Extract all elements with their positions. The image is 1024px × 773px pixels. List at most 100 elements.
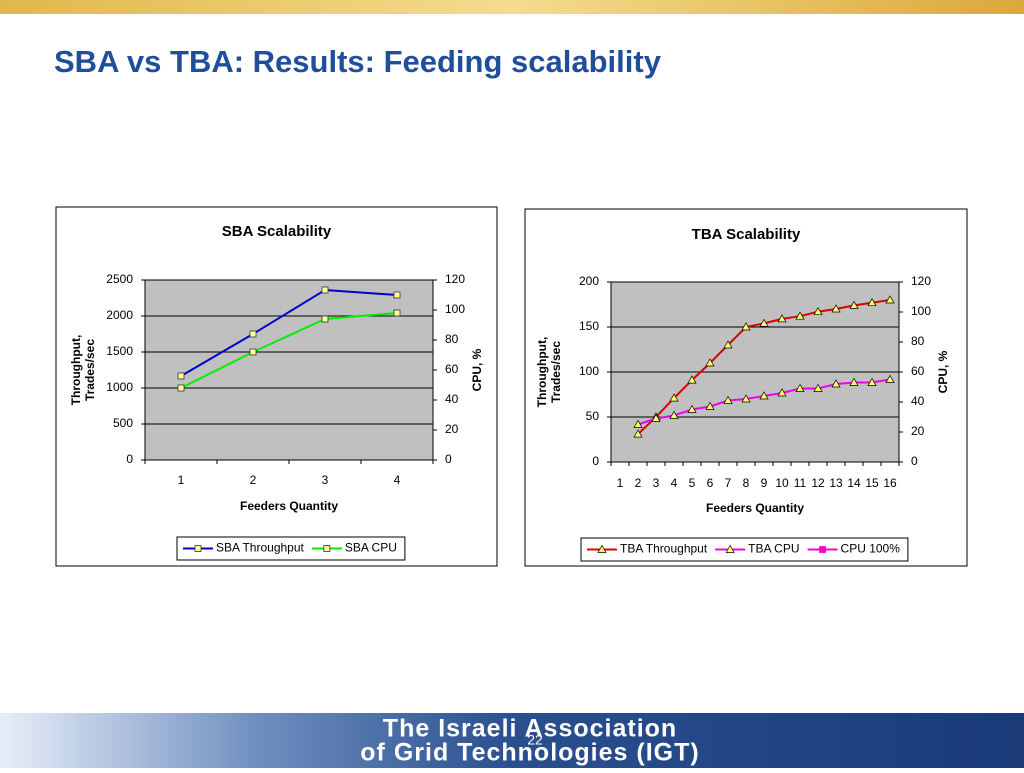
- marker: [321, 286, 329, 294]
- marker: [777, 388, 787, 397]
- marker: [725, 544, 735, 553]
- marker: [249, 348, 257, 356]
- marker: [321, 315, 329, 323]
- marker: [597, 544, 607, 553]
- marker: [177, 384, 185, 392]
- x-tick-label: 4: [394, 473, 401, 487]
- y2-tick-label: 0: [911, 454, 918, 468]
- marker: [813, 306, 823, 316]
- marker: [687, 404, 697, 413]
- y-tick-label: 200: [579, 274, 599, 288]
- marker: [669, 410, 679, 419]
- y2-tick-label: 40: [445, 392, 459, 406]
- header-band: [0, 0, 1024, 14]
- y2-axis-label: CPU, %: [936, 350, 950, 393]
- y-axis-label: Throughput,: [69, 335, 83, 406]
- marker: [831, 304, 841, 313]
- marker: [759, 391, 769, 400]
- marker: [249, 330, 257, 338]
- x-tick-label: 16: [883, 476, 897, 490]
- marker: [393, 291, 401, 299]
- marker: [867, 377, 877, 386]
- y-tick-label: 50: [586, 409, 600, 423]
- x-tick-label: 2: [635, 476, 642, 490]
- marker: [813, 383, 823, 392]
- x-tick-label: 3: [322, 473, 329, 487]
- marker: [741, 322, 751, 331]
- marker: [723, 395, 733, 404]
- marker: [177, 372, 185, 380]
- x-tick-label: 15: [865, 476, 879, 490]
- y2-tick-label: 80: [911, 334, 925, 348]
- marker: [759, 318, 769, 327]
- y-axis-label: Throughput,: [535, 337, 549, 408]
- legend-label: CPU 100%: [841, 542, 901, 556]
- x-tick-label: 3: [653, 476, 660, 490]
- page-number: 22: [527, 732, 543, 748]
- plot-area: [145, 280, 433, 460]
- x-tick-label: 5: [689, 476, 696, 490]
- marker: [819, 546, 826, 553]
- chart-title: SBA Scalability: [222, 223, 332, 240]
- y-axis-label: Trades/sec: [549, 341, 563, 403]
- marker: [633, 419, 643, 428]
- x-tick-label: 11: [794, 476, 807, 490]
- x-tick-label: 4: [671, 476, 678, 490]
- y2-tick-label: 100: [911, 304, 931, 318]
- y-tick-label: 0: [126, 452, 133, 466]
- marker: [885, 295, 895, 304]
- y-tick-label: 150: [579, 319, 599, 333]
- x-tick-label: 10: [775, 476, 789, 490]
- x-tick-label: 1: [178, 473, 185, 487]
- series-line: [180, 288, 398, 377]
- y2-axis-label: CPU, %: [470, 348, 484, 391]
- legend-box: [176, 536, 406, 561]
- chart-title: TBA Scalability: [692, 226, 801, 243]
- y-tick-label: 100: [579, 364, 599, 378]
- x-axis-label: Feeders Quantity: [240, 499, 338, 513]
- legend-label: SBA CPU: [345, 541, 397, 555]
- x-tick-label: 12: [811, 476, 825, 490]
- y2-tick-label: 20: [445, 422, 459, 436]
- y-tick-label: 0: [592, 454, 599, 468]
- y2-tick-label: 80: [445, 332, 459, 346]
- marker: [831, 379, 841, 388]
- legend-label: TBA Throughput: [620, 542, 708, 556]
- marker: [705, 358, 715, 367]
- y-tick-label: 2500: [106, 272, 133, 286]
- x-tick-label: 14: [847, 476, 861, 490]
- marker: [795, 383, 805, 392]
- marker: [633, 429, 643, 438]
- x-tick-label: 8: [743, 476, 750, 490]
- marker: [849, 377, 859, 386]
- y2-tick-label: 100: [445, 302, 465, 316]
- footer-text: The Israeli Association: [383, 715, 677, 743]
- y-tick-label: 2000: [106, 308, 133, 322]
- y2-tick-label: 20: [911, 424, 925, 438]
- marker: [849, 300, 859, 309]
- slide-title: SBA vs TBA: Results: Feeding scalability: [54, 44, 662, 79]
- x-tick-label: 1: [617, 476, 624, 490]
- x-tick-label: 9: [761, 476, 768, 490]
- marker: [669, 393, 679, 402]
- y2-tick-label: 60: [911, 364, 925, 378]
- y2-tick-label: 120: [911, 274, 931, 288]
- footer-band: [0, 713, 1024, 768]
- x-tick-label: 2: [250, 473, 257, 487]
- marker: [393, 309, 401, 317]
- marker: [885, 374, 895, 383]
- marker: [194, 545, 202, 552]
- marker: [323, 545, 331, 552]
- x-tick-label: 13: [829, 476, 843, 490]
- y-tick-label: 500: [113, 416, 133, 430]
- y-tick-label: 1000: [106, 380, 133, 394]
- footer-text: of Grid Technologies (IGT): [360, 739, 699, 767]
- marker: [777, 314, 787, 323]
- marker: [867, 297, 877, 307]
- marker: [795, 311, 805, 320]
- marker: [723, 340, 733, 349]
- y-tick-label: 1500: [106, 344, 133, 358]
- marker: [687, 375, 697, 384]
